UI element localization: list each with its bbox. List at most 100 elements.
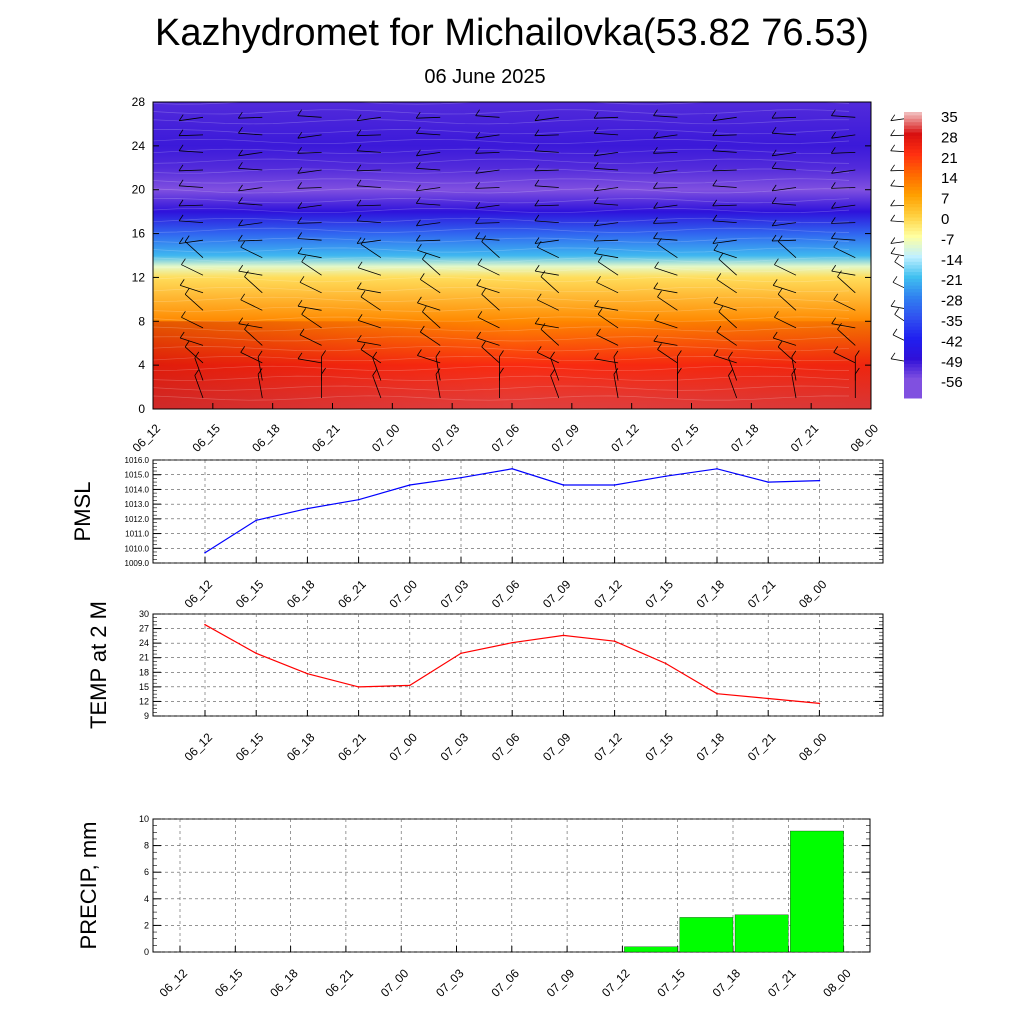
colorbar-swatch: [904, 200, 922, 205]
colorbar-swatch: [904, 197, 922, 202]
x-tick-label: 08_00: [796, 730, 830, 764]
wind-barb: [713, 249, 737, 259]
contour-line: [152, 267, 850, 273]
colorbar-swatch: [904, 115, 922, 120]
wind-barb-feather: [356, 144, 362, 152]
colorbar-swatch: [904, 346, 922, 351]
wind-barb: [831, 270, 856, 276]
wind-barb-feather: [178, 129, 184, 136]
colorbar-swatch: [904, 261, 922, 266]
wind-barb: [475, 187, 500, 189]
wind-barb-feather: [596, 276, 601, 283]
wind-barb: [481, 346, 500, 364]
wind-barb: [537, 246, 559, 259]
wind-barb-feather: [593, 219, 599, 227]
wind-barb-feather: [831, 232, 836, 239]
panel-frame: [152, 613, 884, 717]
wind-barb-feather: [613, 350, 619, 358]
wind-barb: [716, 279, 737, 294]
wind-barb: [357, 267, 382, 276]
wind-barb-feather: [297, 352, 303, 360]
wind-barb-feather: [718, 305, 724, 313]
wind-barb: [653, 152, 678, 154]
wind-barb-feather: [360, 238, 366, 245]
wind-barb: [831, 134, 856, 139]
wind-barb-feather: [653, 167, 658, 174]
wind-barb-feather: [416, 219, 421, 227]
colorbar-swatch: [904, 282, 922, 287]
wind-barb-feather: [178, 237, 184, 244]
colorbar-swatch: [904, 370, 922, 375]
wind-barb-feather: [372, 369, 378, 376]
x-tick-label: 07_09: [544, 966, 578, 1000]
colorbar-swatch: [904, 146, 922, 150]
wind-barb: [299, 334, 322, 346]
wind-barb: [417, 249, 441, 259]
x-tick-label: 07_00: [386, 577, 420, 611]
heatmap-y-tick-label: 12: [132, 270, 146, 284]
wind-barb: [777, 294, 797, 311]
wind-barb: [613, 356, 619, 381]
data-point: [613, 484, 616, 486]
wind-barb: [372, 375, 382, 399]
wind-barb: [416, 203, 441, 206]
wind-barb: [357, 340, 381, 346]
precip-panel: 0 2 4 6 8 10 06_12 06_15 06_18 06_21 07_00 07_03 07_…: [76, 814, 871, 1000]
wind-barb: [184, 346, 204, 364]
bar: [790, 830, 844, 953]
wind-barb-feather: [475, 217, 480, 224]
wind-barb-feather: [356, 334, 362, 342]
colorbar-label: -7: [941, 231, 954, 248]
colorbar-swatch: [904, 360, 922, 365]
wind-barb-feather: [713, 349, 719, 356]
x-tick-label: 07_03: [438, 730, 472, 764]
colorbar-swatch: [904, 265, 922, 270]
y-tick-label: 1013.0: [125, 500, 150, 509]
x-tick-label: 07_18: [710, 966, 744, 1000]
wind-barb: [476, 337, 500, 346]
contour-line: [152, 207, 850, 214]
y-tick-label: 6: [144, 867, 149, 877]
wind-barb: [297, 305, 322, 311]
wind-barb-feather: [417, 296, 422, 304]
colorbar-swatch: [904, 190, 922, 195]
wind-barb-feather: [890, 352, 896, 360]
wind-barb-feather: [416, 184, 421, 192]
wind-barb: [297, 134, 322, 139]
x-tick-label: 07_09: [540, 577, 574, 611]
bar: [679, 917, 734, 953]
wind-barb-feather: [297, 232, 303, 239]
wind-barb-feather: [890, 144, 896, 152]
wind-barb-feather: [534, 317, 540, 324]
wind-barb: [837, 329, 856, 346]
wind-barb: [596, 281, 619, 294]
wind-barb: [180, 285, 204, 294]
wind-barb-feather: [777, 288, 783, 295]
y-tick-label: 1016.0: [125, 456, 150, 465]
wind-barb-feather: [238, 126, 243, 134]
colorbar-swatch: [904, 139, 922, 144]
wind-barb: [297, 238, 322, 241]
wind-barb-feather: [536, 240, 542, 248]
x-tick-label: 07_18: [694, 577, 728, 611]
wind-barb: [540, 276, 560, 294]
wind-barb: [416, 132, 441, 136]
wind-barb: [360, 243, 382, 259]
colorbar-swatch: [904, 248, 922, 253]
wind-barb: [238, 239, 263, 242]
wind-barb: [297, 358, 322, 364]
colorbar-swatch: [904, 309, 922, 314]
heatmap-x-tick-label: 07_12: [608, 421, 642, 455]
wind-barb: [184, 294, 204, 311]
wind-barb-feather: [593, 197, 599, 204]
wind-barb: [712, 220, 737, 223]
colorbar-label: -56: [941, 374, 963, 391]
wind-barb-feather: [237, 111, 243, 119]
wind-barb: [356, 204, 381, 207]
wind-barb-feather: [594, 247, 599, 254]
y-tick-label: 18: [139, 667, 149, 677]
wind-barb: [416, 152, 441, 157]
x-tick-label: 07_06: [489, 730, 523, 764]
wind-barb-feather: [777, 340, 783, 348]
wind-barb-feather: [597, 308, 603, 315]
